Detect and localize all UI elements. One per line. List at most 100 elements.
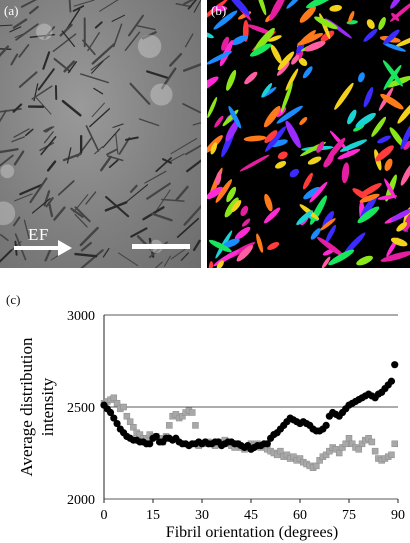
fibril — [99, 155, 112, 172]
fibril — [187, 0, 197, 10]
fibril — [175, 2, 192, 8]
fibril — [192, 122, 201, 126]
segmented-fibril — [224, 197, 239, 218]
segmented-fibril — [285, 120, 301, 149]
y-tick-label: 2500 — [67, 401, 95, 416]
segmented-fibril — [299, 6, 316, 23]
segmented-fibril — [309, 181, 328, 203]
segmented-fibril — [208, 239, 232, 253]
data-point-square — [283, 451, 291, 459]
segmented-fibril — [366, 19, 375, 29]
fibril — [14, 33, 24, 39]
segmented-fibril — [215, 179, 233, 203]
segmented-fibril — [276, 61, 290, 76]
chart-axes: 2000 2500 3000 0 15 30 45 60 75 90 — [67, 309, 405, 523]
fibril — [102, 247, 110, 258]
data-point-square — [290, 453, 297, 460]
fibril — [29, 33, 55, 39]
segmented-fibril — [355, 112, 376, 128]
data-point-square — [391, 440, 398, 448]
segmented-fibril — [275, 160, 287, 169]
segmented-fibril — [249, 43, 272, 57]
fibril — [85, 191, 97, 205]
fibril — [0, 109, 8, 123]
segmented-fibril — [346, 20, 358, 25]
segmented-fibril — [240, 205, 249, 217]
segmented-fibril — [216, 260, 224, 268]
segmented-fibril — [395, 35, 410, 47]
segmented-fibril — [322, 211, 335, 228]
data-point-square — [296, 455, 304, 462]
fibril — [28, 5, 39, 15]
segmented-fibril — [263, 105, 281, 128]
segmented-fibrils — [207, 0, 410, 268]
segmented-fibril — [357, 72, 365, 83]
fibril — [25, 128, 34, 137]
fibril — [128, 14, 144, 37]
segmented-fibril — [383, 64, 402, 90]
fibril — [67, 61, 78, 74]
fibril — [11, 136, 26, 143]
segmented-fibril — [264, 193, 273, 212]
fibril — [0, 233, 9, 242]
fibril — [80, 249, 104, 268]
fibril — [125, 184, 149, 204]
segmented-fibril — [306, 0, 336, 9]
segmented-fibril — [241, 218, 251, 227]
fibril — [94, 21, 103, 29]
segmented-fibril — [270, 44, 282, 64]
fibril — [155, 157, 173, 173]
segmented-fibril — [269, 139, 288, 148]
segmented-fibril — [390, 237, 408, 247]
segmented-fibril — [377, 135, 391, 144]
data-point-circle — [113, 419, 121, 428]
segmented-fibril — [307, 156, 322, 165]
segmented-fibril — [239, 154, 270, 172]
fibril — [79, 226, 99, 247]
segmented-fibril — [225, 119, 240, 142]
data-point-circle — [110, 414, 118, 422]
fibril — [112, 23, 123, 48]
fibril — [46, 160, 57, 172]
electric-field-label: EF — [28, 225, 49, 244]
fibril — [108, 159, 119, 169]
data-point-square — [326, 447, 333, 455]
fibril — [99, 0, 119, 12]
fibril — [45, 197, 54, 208]
fibril — [146, 182, 171, 200]
fibril — [57, 180, 75, 196]
x-tick-label: 45 — [244, 508, 258, 523]
segmented-fibril — [316, 141, 325, 153]
x-tick-label: 15 — [146, 508, 160, 523]
data-point-square — [332, 446, 340, 453]
fibril — [186, 159, 201, 173]
segmented-fibril — [321, 256, 331, 268]
y-tick-label: 2000 — [67, 493, 95, 508]
data-point-square — [355, 446, 363, 453]
segmented-fibril — [302, 66, 313, 79]
segmented-fibril — [222, 238, 240, 249]
fibril — [13, 150, 25, 166]
fibril — [47, 201, 54, 218]
segmented-fibril — [228, 0, 250, 16]
segmented-fibril — [256, 0, 267, 16]
fibril — [168, 153, 185, 163]
fibril — [175, 185, 189, 201]
segmented-fibril — [263, 207, 281, 224]
fibril — [10, 53, 19, 66]
segmented-fibril — [280, 82, 293, 113]
segmented-fibril — [265, 126, 287, 152]
segmented-fibril — [207, 76, 219, 93]
segmented-fibril — [215, 171, 222, 186]
fibril — [40, 136, 57, 156]
fibril — [0, 154, 14, 167]
fibril — [37, 68, 55, 91]
segmented-fibril — [243, 135, 267, 142]
data-point-square — [335, 449, 343, 457]
data-point-square — [113, 400, 121, 407]
fibril — [151, 212, 173, 222]
bright-cell — [36, 23, 53, 40]
bright-cell — [0, 164, 15, 179]
fibril — [117, 252, 139, 267]
segmented-fibril — [334, 82, 354, 110]
